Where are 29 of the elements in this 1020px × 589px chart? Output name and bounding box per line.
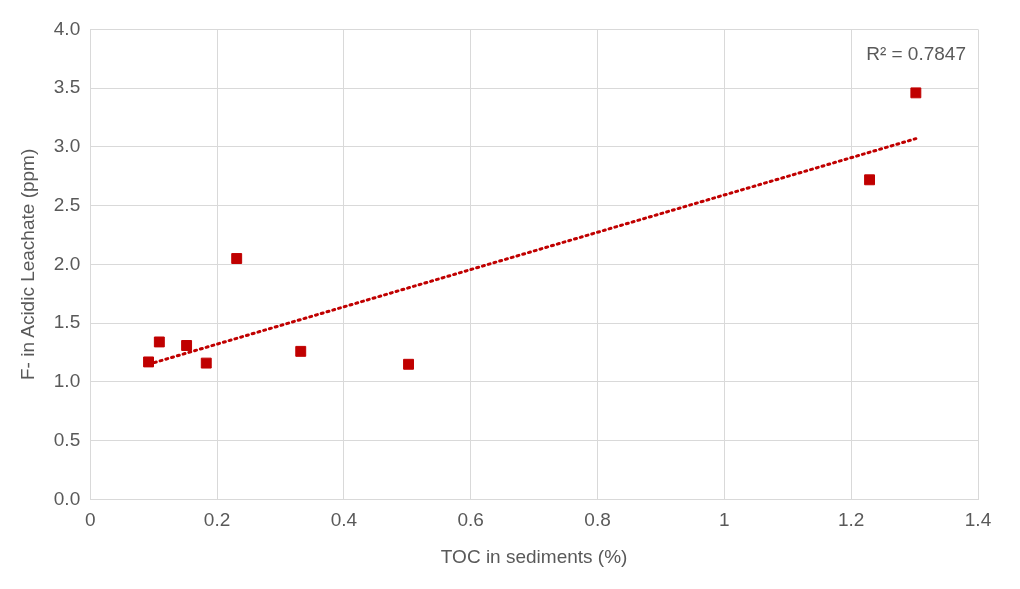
point: [864, 174, 876, 186]
y-tick-label: 1.0: [53, 370, 81, 392]
y-tick-label: 2.0: [53, 252, 81, 274]
x-tick-label: 1.4: [964, 509, 992, 531]
x-tick-label: 1.2: [837, 509, 865, 531]
x-tick-label: 0.2: [203, 509, 231, 531]
point: [181, 340, 193, 351]
point: [403, 358, 414, 370]
point: [200, 357, 212, 369]
x-tick-label: 0: [84, 509, 96, 531]
point: [143, 356, 154, 368]
point: [295, 345, 307, 357]
y-tick-label: 2.5: [53, 193, 81, 215]
x-tick-label: 0.8: [584, 509, 611, 531]
y-tick-label: 1.5: [53, 311, 81, 333]
y-tick-label: 4.0: [53, 17, 81, 39]
y-tick-label: 3.0: [53, 135, 81, 157]
x-tick-label: 0.4: [330, 509, 358, 531]
point: [910, 87, 922, 99]
x-tick-label: 1: [719, 509, 730, 531]
y-tick-label: 0.0: [53, 487, 81, 509]
y-tick-label: 0.5: [53, 428, 81, 450]
y-axis-title: F- in Acidic Leachate (ppm): [16, 148, 38, 381]
x-axis-title: TOC in sediments (%): [440, 545, 628, 567]
y-tick-label: 3.5: [53, 76, 81, 98]
x-tick-label: 0.6: [457, 509, 484, 531]
point: [153, 336, 165, 348]
point: [231, 253, 243, 264]
annotation: R² = 0.7847: [866, 43, 966, 65]
